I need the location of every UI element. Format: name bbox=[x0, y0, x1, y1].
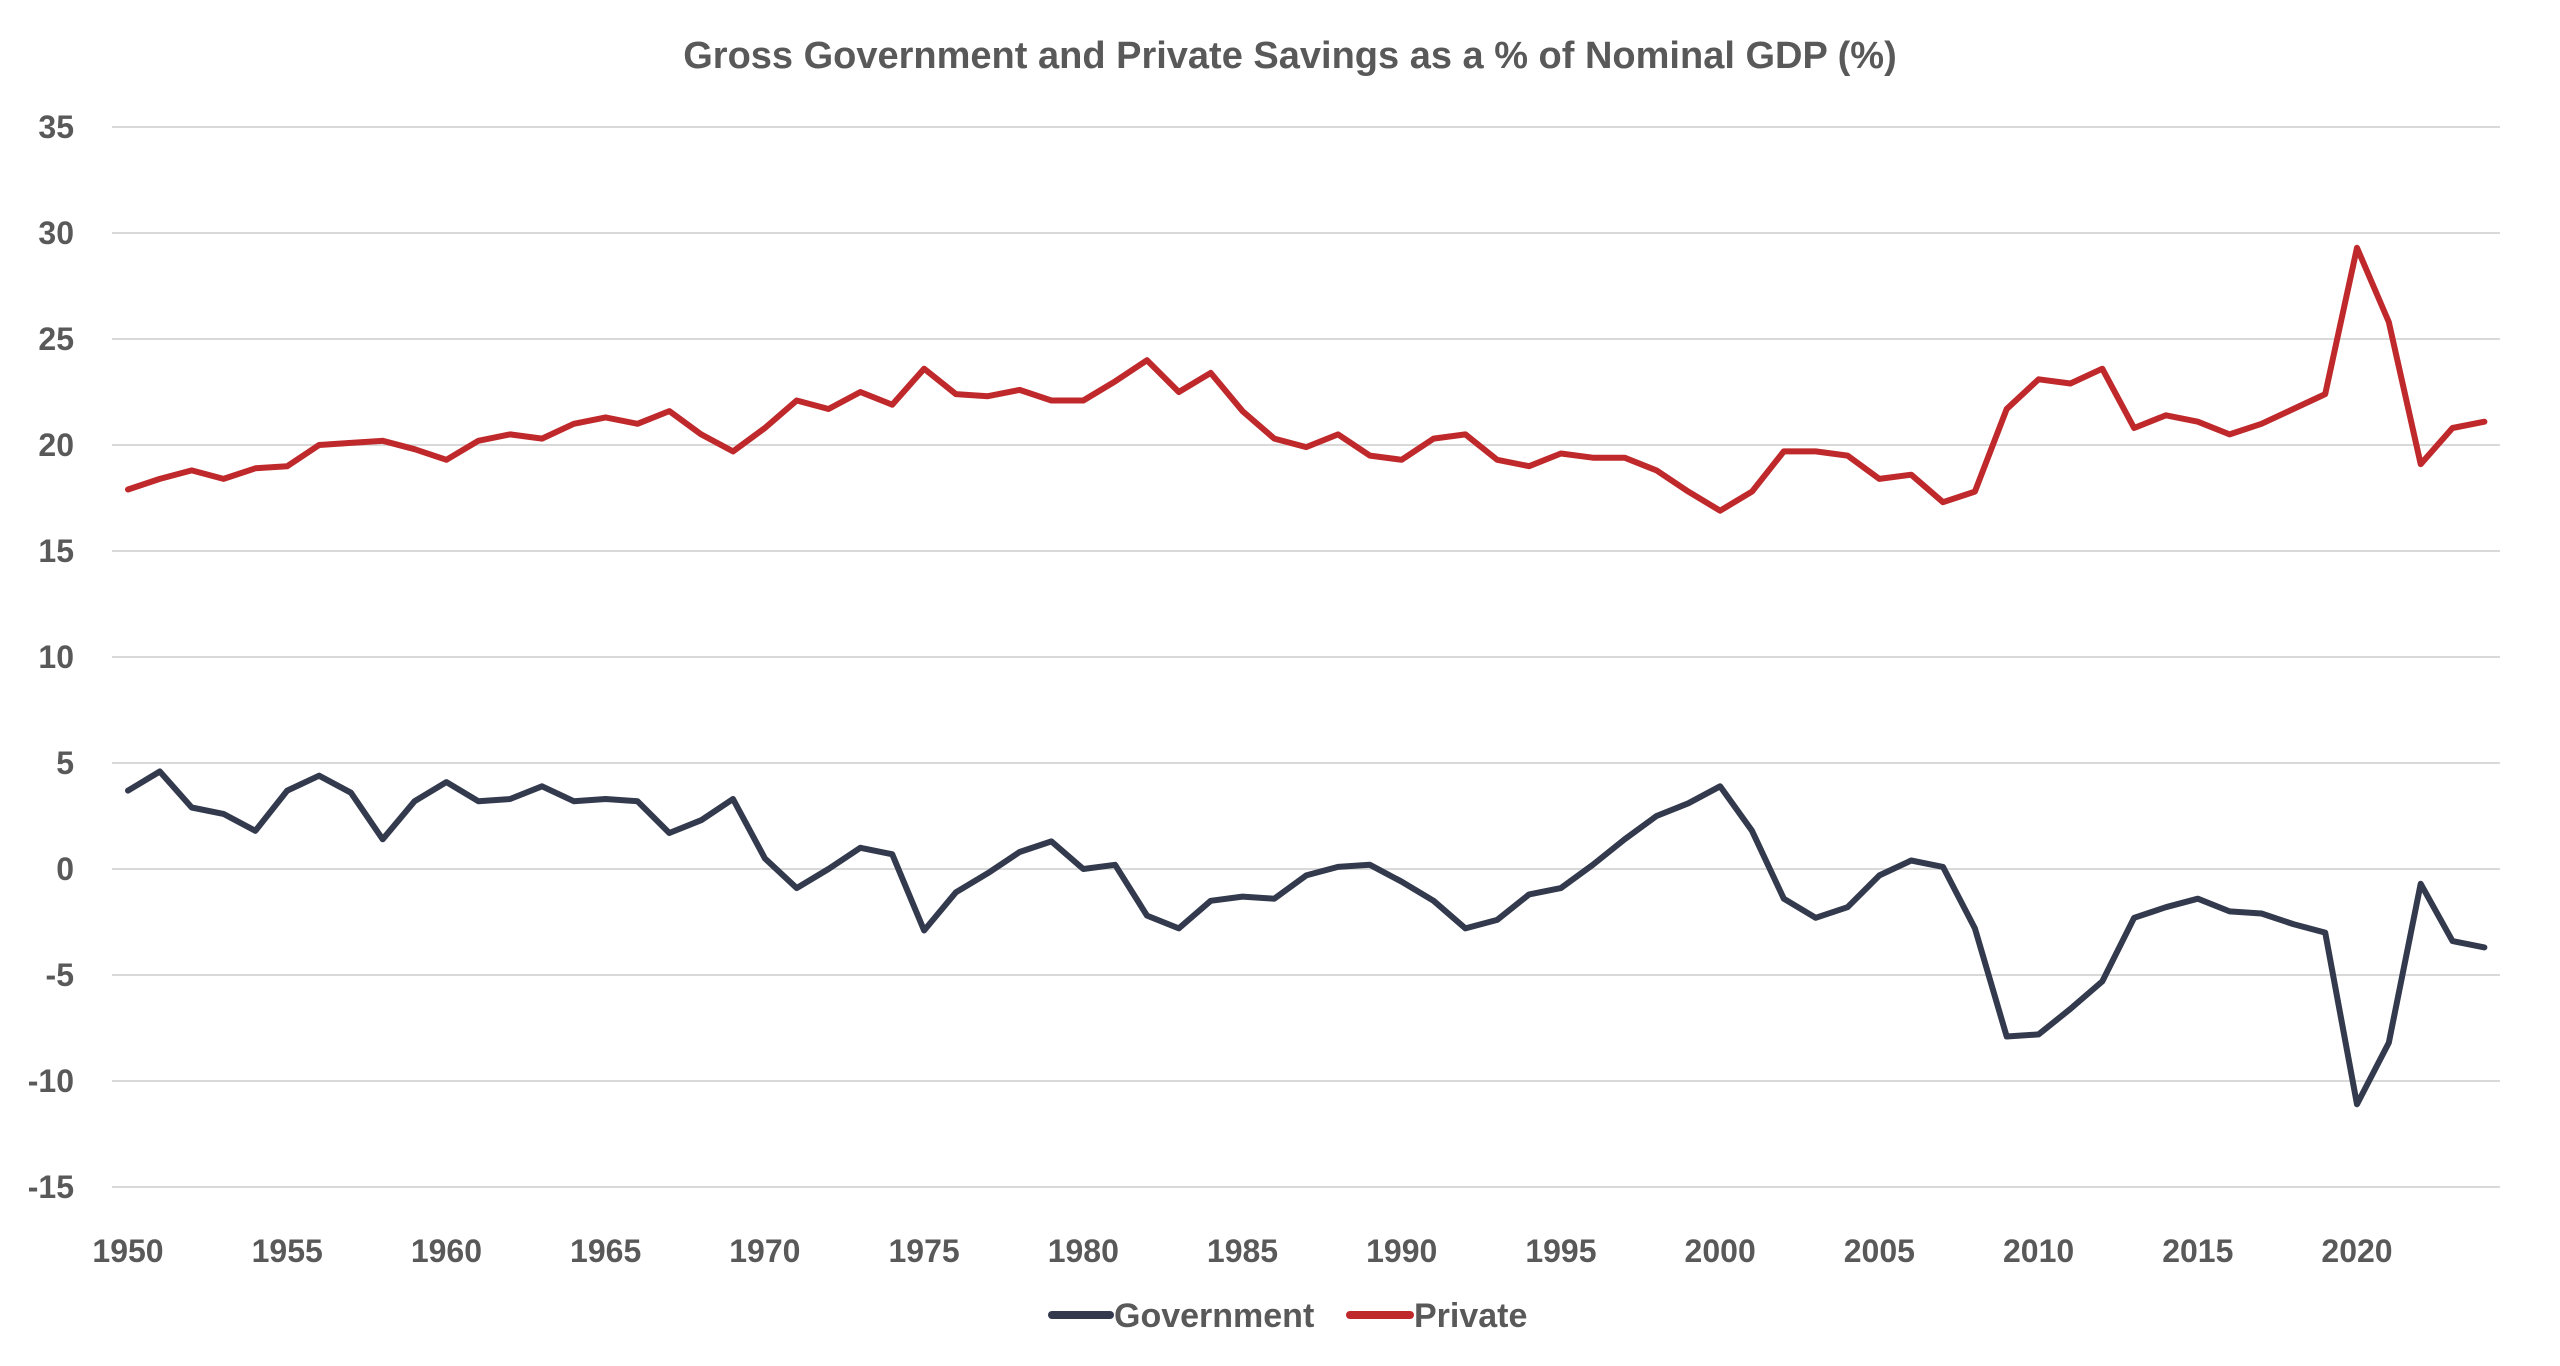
x-tick-label: 2000 bbox=[1685, 1233, 1756, 1269]
series-line-private bbox=[125, 244, 2488, 514]
x-tick-label: 2005 bbox=[1844, 1233, 1915, 1269]
chart-title: Gross Government and Private Savings as … bbox=[683, 35, 1897, 77]
y-tick-label: 25 bbox=[38, 321, 74, 357]
x-tick-label: 1995 bbox=[1525, 1233, 1596, 1269]
x-tick-label: 1980 bbox=[1048, 1233, 1119, 1269]
x-tick-label: 1975 bbox=[888, 1233, 959, 1269]
x-tick-label: 1955 bbox=[252, 1233, 323, 1269]
x-tick-label: 2020 bbox=[2321, 1233, 2392, 1269]
y-tick-label: 20 bbox=[38, 427, 74, 463]
y-tick-label: 15 bbox=[38, 533, 74, 569]
y-axis-tick-labels: 35 30 25 20 15 10 5 0 -5 -10 -15 bbox=[28, 109, 74, 1205]
legend-label-private: Private bbox=[1414, 1297, 1527, 1335]
x-tick-label: 1985 bbox=[1207, 1233, 1278, 1269]
legend: Government Private bbox=[1048, 1297, 1527, 1335]
x-tick-label: 1950 bbox=[92, 1233, 163, 1269]
x-tick-label: 2010 bbox=[2003, 1233, 2074, 1269]
x-tick-label: 1965 bbox=[570, 1233, 641, 1269]
y-tick-label: 10 bbox=[38, 639, 74, 675]
y-tick-label: 5 bbox=[56, 745, 74, 781]
y-tick-label: -10 bbox=[28, 1063, 74, 1099]
x-tick-label: 1990 bbox=[1366, 1233, 1437, 1269]
series-lines bbox=[125, 244, 2488, 1108]
gridlines bbox=[112, 126, 2500, 1188]
y-tick-label: -15 bbox=[28, 1169, 74, 1205]
x-tick-label: 1970 bbox=[729, 1233, 800, 1269]
y-tick-label: 30 bbox=[38, 215, 74, 251]
y-tick-label: 0 bbox=[56, 851, 74, 887]
series-line-government bbox=[125, 768, 2488, 1108]
y-tick-label: 35 bbox=[38, 109, 74, 145]
x-tick-label: 1960 bbox=[411, 1233, 482, 1269]
x-axis-tick-labels: 1950 1955 1960 1965 1970 1975 1980 1985 1990 1995… bbox=[92, 1233, 2392, 1269]
x-tick-label: 2015 bbox=[2162, 1233, 2233, 1269]
legend-label-government: Government bbox=[1114, 1297, 1314, 1335]
y-tick-label: -5 bbox=[46, 957, 74, 993]
